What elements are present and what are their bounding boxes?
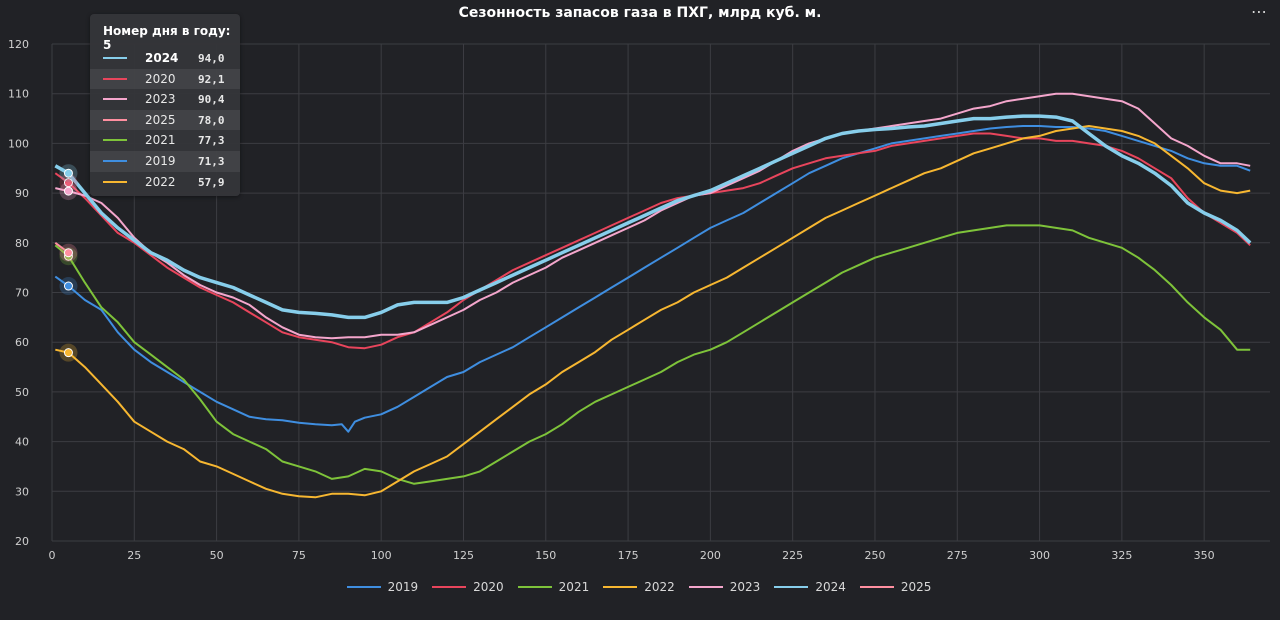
legend-label: 2022 bbox=[644, 580, 675, 594]
y-tick-label: 60 bbox=[15, 336, 29, 349]
tooltip-year: 2023 bbox=[145, 92, 176, 107]
legend-label: 2021 bbox=[558, 580, 590, 594]
legend-swatch bbox=[603, 586, 638, 588]
tooltip-year: 2019 bbox=[145, 153, 176, 168]
x-tick-label: 50 bbox=[210, 549, 224, 562]
chart-legend: 2019 2020 2021 2022 2023 2024 2025 bbox=[0, 578, 1280, 596]
x-tick-label: 150 bbox=[535, 549, 556, 562]
tooltip-row: 2019 71,3 bbox=[90, 150, 240, 172]
hover-point-2022 bbox=[63, 348, 73, 358]
tooltip-year: 2024 bbox=[145, 51, 179, 65]
y-tick-label: 120 bbox=[8, 38, 29, 51]
x-tick-label: 0 bbox=[49, 549, 56, 562]
legend-swatch bbox=[432, 586, 467, 588]
tooltip-row: 2021 77,3 bbox=[90, 130, 240, 151]
chart-title: Сезонность запасов газа в ПХГ, млрд куб.… bbox=[458, 5, 822, 21]
tooltip-year: 2025 bbox=[145, 112, 176, 127]
tooltip-swatch bbox=[103, 57, 127, 59]
tooltip-swatch bbox=[103, 77, 127, 80]
hover-point-2019 bbox=[63, 281, 73, 291]
series-line-2019 bbox=[54, 125, 1251, 433]
x-tick-label: 325 bbox=[1111, 549, 1132, 562]
x-tick-label: 300 bbox=[1029, 549, 1050, 562]
legend-label: 2023 bbox=[729, 580, 761, 594]
tooltip-value: 78,0 bbox=[198, 113, 225, 127]
tooltip-swatch bbox=[103, 180, 127, 183]
x-tick-label: 350 bbox=[1194, 549, 1215, 562]
series-line-2021 bbox=[54, 224, 1251, 485]
legend-label: 2024 bbox=[815, 580, 846, 594]
more-horizontal-icon[interactable]: ⋯ bbox=[1251, 2, 1268, 21]
y-tick-label: 50 bbox=[15, 386, 29, 399]
tooltip-swatch bbox=[103, 118, 127, 121]
tooltip-swatch bbox=[103, 98, 127, 101]
legend-swatch bbox=[517, 586, 552, 588]
tooltip-year: 2021 bbox=[145, 133, 176, 148]
x-tick-label: 225 bbox=[782, 549, 803, 562]
y-tick-label: 30 bbox=[15, 485, 29, 498]
tooltip-row: 2022 57,9 bbox=[90, 172, 240, 193]
series-line-2020 bbox=[54, 132, 1251, 350]
x-tick-label: 175 bbox=[618, 549, 639, 562]
y-tick-label: 100 bbox=[8, 137, 29, 150]
legend-item-2022[interactable]: 2022 bbox=[603, 578, 675, 596]
y-tick-label: 110 bbox=[8, 88, 29, 101]
hover-point-2025 bbox=[63, 248, 73, 258]
legend-swatch bbox=[859, 586, 894, 588]
legend-label: 2020 bbox=[473, 580, 504, 594]
tooltip-year: 2020 bbox=[145, 71, 176, 86]
x-tick-label: 125 bbox=[453, 549, 474, 562]
legend-item-2020[interactable]: 2020 bbox=[432, 578, 504, 596]
tooltip-row: 2025 78,0 bbox=[90, 109, 240, 131]
legend-item-2021[interactable]: 2021 bbox=[517, 578, 590, 596]
tooltip-value: 90,4 bbox=[198, 93, 225, 107]
y-tick-label: 90 bbox=[15, 187, 29, 200]
tooltip-value: 92,1 bbox=[198, 72, 225, 86]
tooltip-row: 2020 92,1 bbox=[90, 68, 240, 90]
legend-label: 2025 bbox=[900, 580, 932, 594]
series-line-2022 bbox=[55, 125, 1251, 499]
tooltip-year: 2022 bbox=[145, 174, 176, 189]
x-tick-label: 75 bbox=[292, 549, 306, 562]
x-tick-label: 100 bbox=[371, 549, 392, 562]
legend-item-2023[interactable]: 2023 bbox=[688, 578, 761, 596]
y-tick-label: 40 bbox=[15, 436, 29, 449]
x-tick-label: 200 bbox=[700, 549, 721, 562]
tooltip-swatch bbox=[103, 159, 127, 162]
tooltip-value: 71,3 bbox=[198, 154, 225, 168]
hover-point-2023 bbox=[63, 186, 73, 196]
x-tick-label: 275 bbox=[947, 549, 968, 562]
legend-swatch bbox=[688, 586, 723, 588]
tooltip-value: 77,3 bbox=[198, 134, 225, 148]
chart-tooltip: Номер дня в году: 5 2024 94,0 2020 92,1 2023… bbox=[90, 14, 240, 196]
legend-label: 2019 bbox=[387, 580, 419, 594]
x-tick-label: 250 bbox=[864, 549, 885, 562]
series-line-2023 bbox=[55, 92, 1251, 340]
legend-swatch bbox=[774, 586, 809, 588]
x-tick-label: 25 bbox=[127, 549, 141, 562]
tooltip-row: 2023 90,4 bbox=[90, 89, 240, 110]
legend-item-2025[interactable]: 2025 bbox=[859, 578, 932, 596]
tooltip-value: 57,9 bbox=[198, 175, 225, 189]
hover-point-2024 bbox=[63, 168, 73, 178]
legend-item-2024[interactable]: 2024 bbox=[774, 578, 846, 596]
legend-swatch bbox=[346, 586, 381, 588]
series-line-2024 bbox=[54, 114, 1252, 320]
y-tick-label: 70 bbox=[15, 287, 29, 300]
tooltip-header: Номер дня в году: 5 bbox=[103, 24, 231, 52]
tooltip-row: 2024 94,0 bbox=[90, 48, 240, 69]
y-tick-label: 80 bbox=[15, 237, 29, 250]
legend-item-2019[interactable]: 2019 bbox=[346, 578, 419, 596]
tooltip-value: 94,0 bbox=[198, 52, 225, 65]
y-tick-label: 20 bbox=[15, 535, 29, 548]
tooltip-swatch bbox=[103, 139, 127, 142]
